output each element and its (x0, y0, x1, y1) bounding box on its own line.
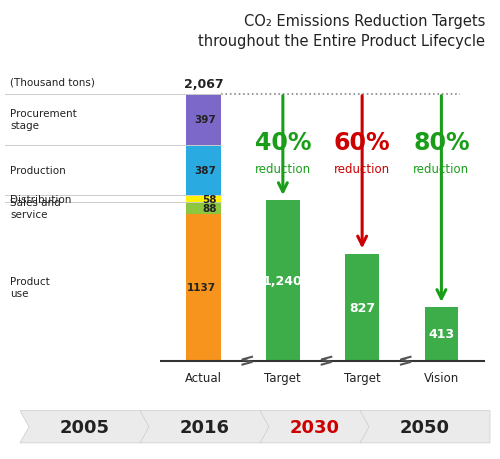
Text: 40%: 40% (254, 130, 311, 154)
Text: Target: Target (344, 371, 381, 384)
Text: reduction: reduction (414, 162, 470, 175)
Text: (Thousand tons): (Thousand tons) (10, 78, 95, 87)
Text: 58: 58 (202, 194, 216, 204)
Text: 413: 413 (428, 328, 454, 341)
Text: 2005: 2005 (60, 418, 110, 436)
Bar (186, 214, 222, 361)
Text: 2050: 2050 (400, 418, 450, 436)
Bar (186, 196, 222, 203)
Text: Vision: Vision (424, 371, 459, 384)
Bar (186, 146, 222, 196)
Text: 80%: 80% (413, 130, 470, 154)
Text: 88: 88 (202, 204, 216, 213)
Bar (425, 308, 458, 361)
Bar (186, 203, 222, 214)
Bar (346, 254, 379, 361)
Text: 2016: 2016 (180, 418, 230, 436)
Text: Procurement
stage: Procurement stage (10, 109, 77, 131)
Text: Sales and
service: Sales and service (10, 197, 61, 220)
Text: 2030: 2030 (290, 418, 340, 436)
Text: Distribution: Distribution (10, 194, 72, 204)
Text: Product
use: Product use (10, 276, 50, 299)
Text: 827: 827 (349, 301, 375, 314)
Text: 1,240: 1,240 (263, 274, 302, 287)
Text: reduction: reduction (334, 162, 390, 175)
Bar (186, 94, 222, 146)
Text: 397: 397 (194, 115, 216, 125)
Text: Actual: Actual (185, 371, 222, 384)
Text: 1137: 1137 (188, 283, 216, 292)
Text: 60%: 60% (334, 130, 390, 154)
Text: 387: 387 (194, 166, 216, 175)
Text: 2,067: 2,067 (184, 78, 224, 91)
Text: Target: Target (264, 371, 301, 384)
Text: reduction: reduction (255, 162, 311, 175)
Text: Production: Production (10, 166, 66, 175)
Text: CO₂ Emissions Reduction Targets
throughout the Entire Product Lifecycle: CO₂ Emissions Reduction Targets througho… (198, 14, 485, 49)
Bar (266, 201, 300, 361)
